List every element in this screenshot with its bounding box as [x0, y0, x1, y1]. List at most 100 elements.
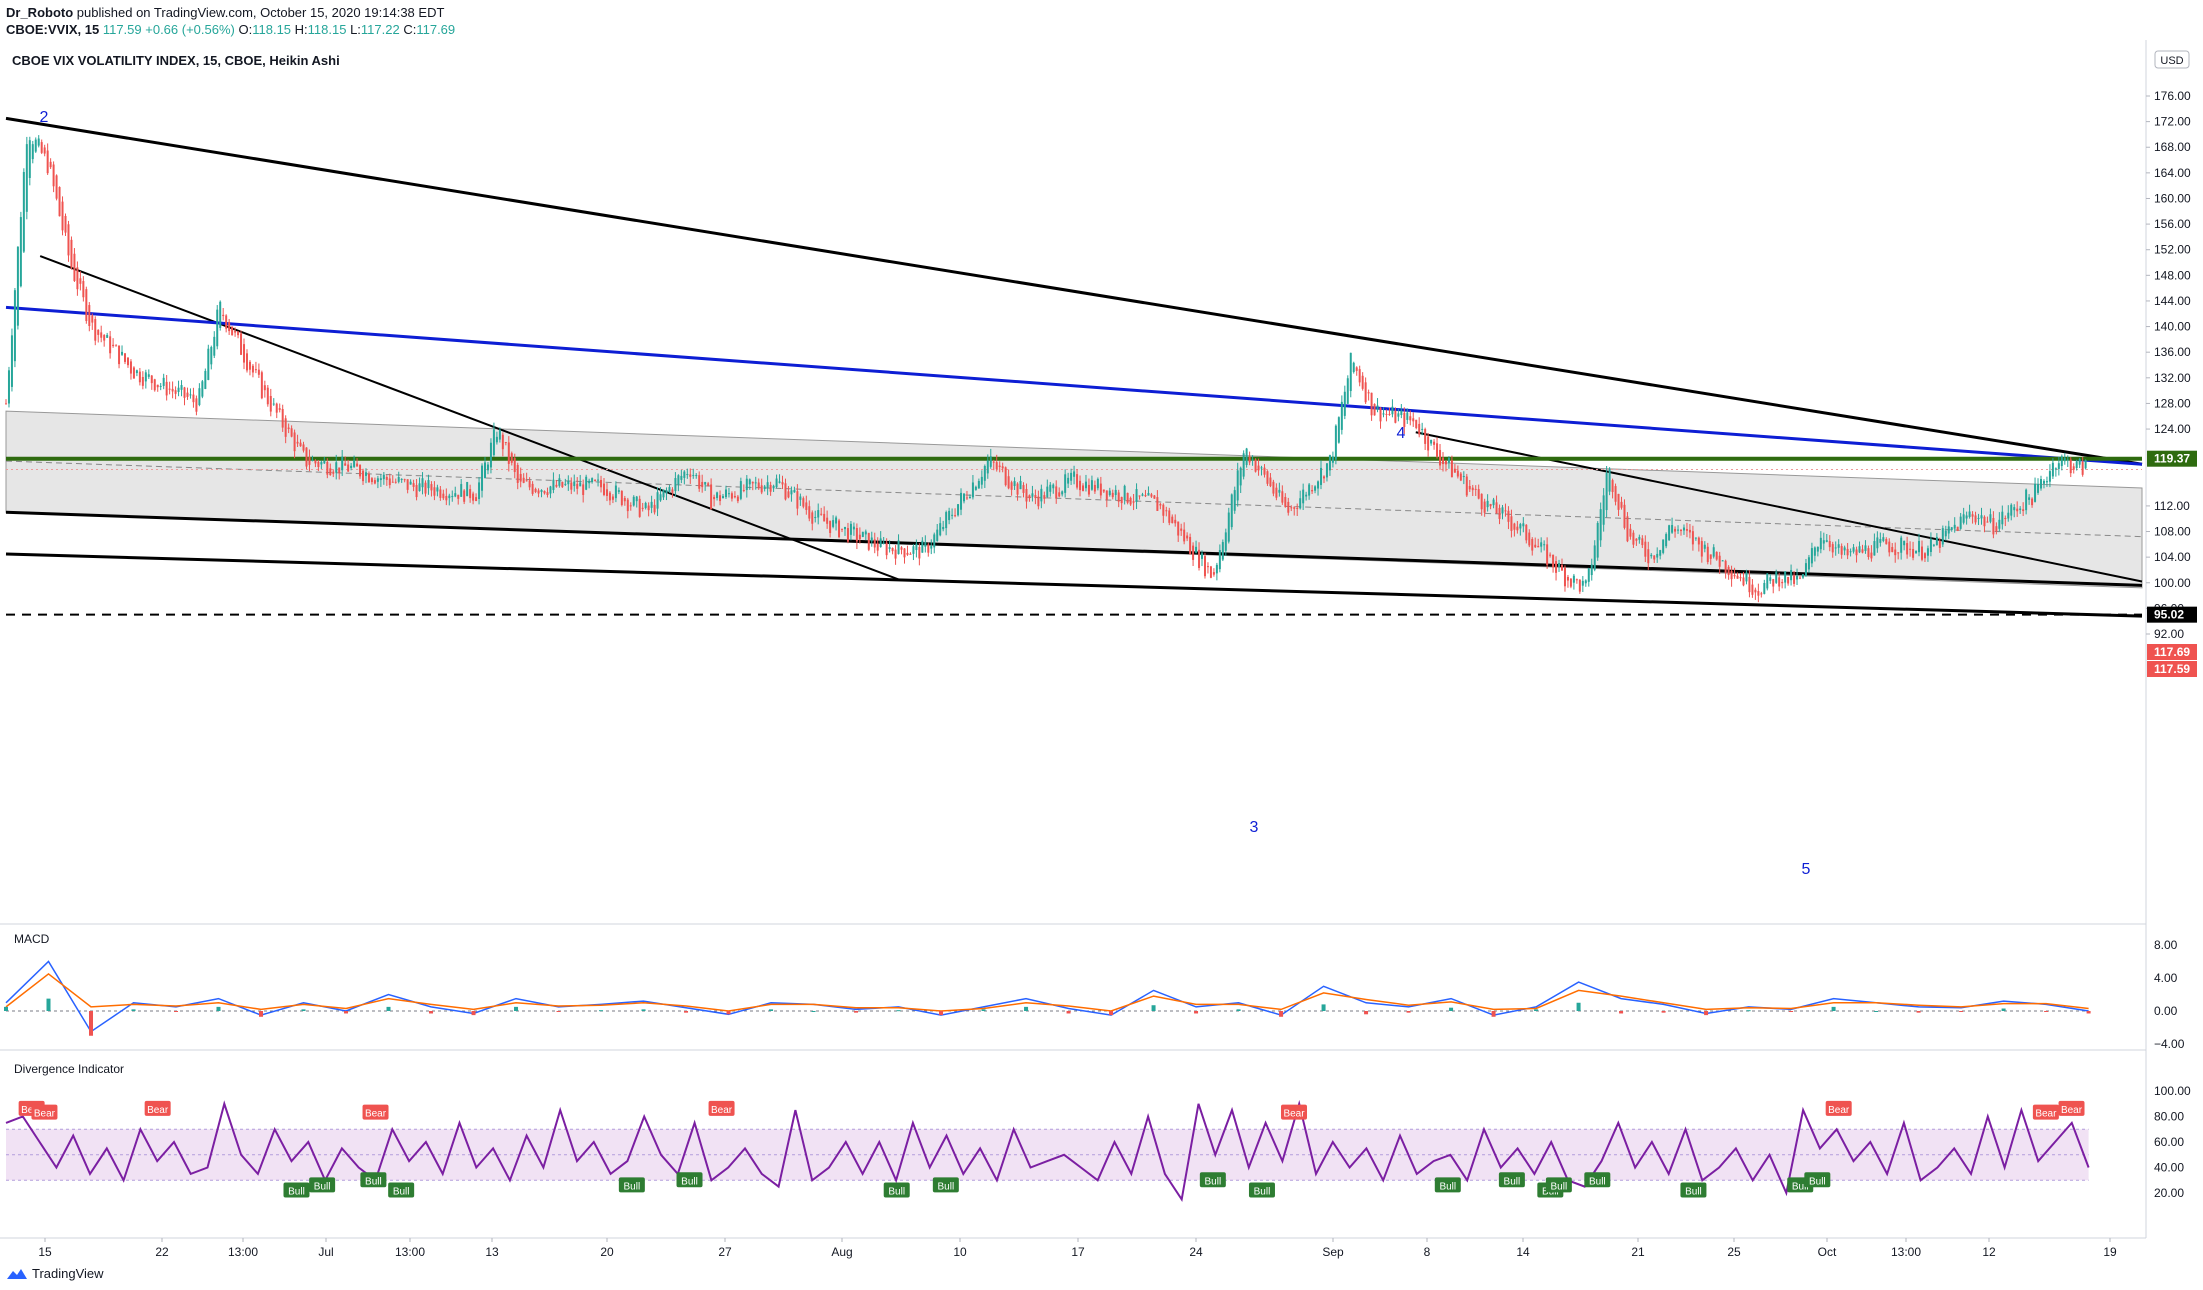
signal-badge-bull[interactable]: [1804, 1172, 1831, 1188]
candle-body: [248, 361, 251, 370]
signal-badge-bull[interactable]: [1545, 1177, 1572, 1193]
candle-body: [1480, 493, 1483, 510]
candle-body: [1358, 369, 1361, 383]
signal-badge-bull[interactable]: [283, 1182, 310, 1198]
signal-label-bull: Bull: [365, 1176, 382, 1187]
candle-body: [189, 394, 192, 396]
candle-body: [1224, 532, 1227, 551]
macd-histogram-bar: [1916, 1011, 1921, 1013]
candle-body: [2034, 483, 2037, 502]
candle-body: [1560, 565, 1563, 571]
price-label-value: 117.59: [2154, 662, 2190, 676]
signal-label-bear: Bear: [147, 1105, 169, 1116]
signal-badge-bull[interactable]: [388, 1182, 415, 1198]
candle-body: [1697, 537, 1700, 545]
signal-badge-bull[interactable]: [1498, 1172, 1525, 1188]
candle-body: [1070, 472, 1073, 481]
trendline-upper[interactable]: [5, 116, 2143, 466]
signal-badge-bull[interactable]: [1680, 1182, 1707, 1198]
candle-body: [1563, 567, 1566, 587]
candle-body: [1028, 495, 1031, 499]
candle-body: [1599, 509, 1602, 541]
time-tick-label: Oct: [1818, 1245, 1837, 1259]
candle-body: [350, 465, 353, 469]
candle-body: [2004, 517, 2007, 520]
candle-body: [302, 444, 305, 451]
signal-badge-bull[interactable]: [676, 1172, 703, 1188]
brand-name[interactable]: TradingView: [32, 1266, 104, 1281]
candle-body: [1867, 548, 1870, 557]
candle-body: [272, 403, 275, 405]
signal-badge-bear[interactable]: [2032, 1104, 2059, 1120]
signal-badge-bear[interactable]: [1281, 1104, 1308, 1120]
candle-body: [1584, 580, 1587, 584]
candle-body: [424, 482, 427, 494]
candle-body: [1837, 544, 1840, 548]
candle-body: [228, 322, 231, 332]
candle-body: [121, 351, 124, 355]
candle-body: [1433, 441, 1436, 445]
signal-badge-bull[interactable]: [932, 1177, 959, 1193]
candle-body: [1349, 352, 1352, 392]
signal-badge-bear[interactable]: [2058, 1100, 2085, 1116]
candle-body: [1189, 536, 1192, 555]
candle-body: [1242, 453, 1245, 477]
candle-body: [784, 483, 787, 500]
candle-body: [1534, 544, 1537, 548]
candle-body: [1935, 536, 1938, 546]
signal-badge-bull[interactable]: [1584, 1172, 1611, 1188]
candle-body: [1260, 467, 1263, 469]
divergence-title: Divergence Indicator: [14, 1062, 124, 1076]
signal-badge-bear[interactable]: [144, 1100, 171, 1116]
candle-body: [153, 379, 156, 391]
candle-body: [132, 367, 135, 379]
trendline-blue[interactable]: [5, 305, 2143, 466]
candle-body: [1269, 477, 1272, 487]
macd-histogram-bar: [2044, 1011, 2049, 1012]
candle-body: [719, 495, 722, 502]
signal-label-bull: Bull: [1439, 1181, 1456, 1192]
candle-body: [1361, 375, 1364, 389]
candle-body: [1462, 476, 1465, 478]
trendline-lower[interactable]: [5, 552, 2143, 618]
signal-badge-bull[interactable]: [618, 1177, 645, 1193]
signal-label-bull: Bull: [1685, 1186, 1702, 1197]
candle-body: [1700, 541, 1703, 557]
signal-badge-bull[interactable]: [309, 1177, 336, 1193]
signal-badge-bear[interactable]: [31, 1104, 58, 1120]
candle-body: [1102, 489, 1105, 492]
candle-body: [1227, 512, 1230, 542]
signal-badge-bull[interactable]: [360, 1172, 387, 1188]
macd-histogram-bar: [1151, 1005, 1156, 1011]
price-tick-label: 124.00: [2154, 422, 2191, 436]
candle-body: [498, 429, 501, 440]
candle-body: [763, 486, 766, 489]
trendline-falling[interactable]: [39, 255, 900, 581]
wave-label-3: 3: [1250, 819, 1259, 836]
candle-body: [772, 485, 775, 489]
signal-badge-bull[interactable]: [1199, 1172, 1226, 1188]
signal-badge-bull[interactable]: [1434, 1177, 1461, 1193]
candle-body: [118, 345, 121, 365]
author-name[interactable]: Dr_Roboto: [6, 5, 74, 20]
currency-button[interactable]: [2154, 50, 2190, 69]
candle-body: [2016, 508, 2019, 512]
macd-histogram-bar: [769, 1009, 774, 1011]
candle-body: [475, 497, 478, 501]
candle-body: [469, 489, 472, 499]
signal-badge-bull[interactable]: [1248, 1182, 1275, 1198]
candle-body: [894, 549, 897, 559]
candle-body: [1114, 489, 1117, 495]
signal-badge-bull[interactable]: [883, 1182, 910, 1198]
chart-canvas[interactable]: 2 3 4 5 CBOE VIX VOLATILITY INDEX, 15, CBOE,…: [0, 40, 2203, 1265]
signal-badge-bear[interactable]: [708, 1100, 735, 1116]
candle-body: [195, 398, 198, 412]
candle-body: [1203, 556, 1206, 577]
candle-body: [1379, 407, 1382, 422]
signal-badge-bear[interactable]: [1825, 1100, 1852, 1116]
candle-body: [1439, 449, 1442, 466]
signal-badge-bear[interactable]: [362, 1104, 389, 1120]
candle-body: [1932, 544, 1935, 546]
candle-body: [1111, 492, 1114, 498]
candle-body: [385, 476, 388, 480]
